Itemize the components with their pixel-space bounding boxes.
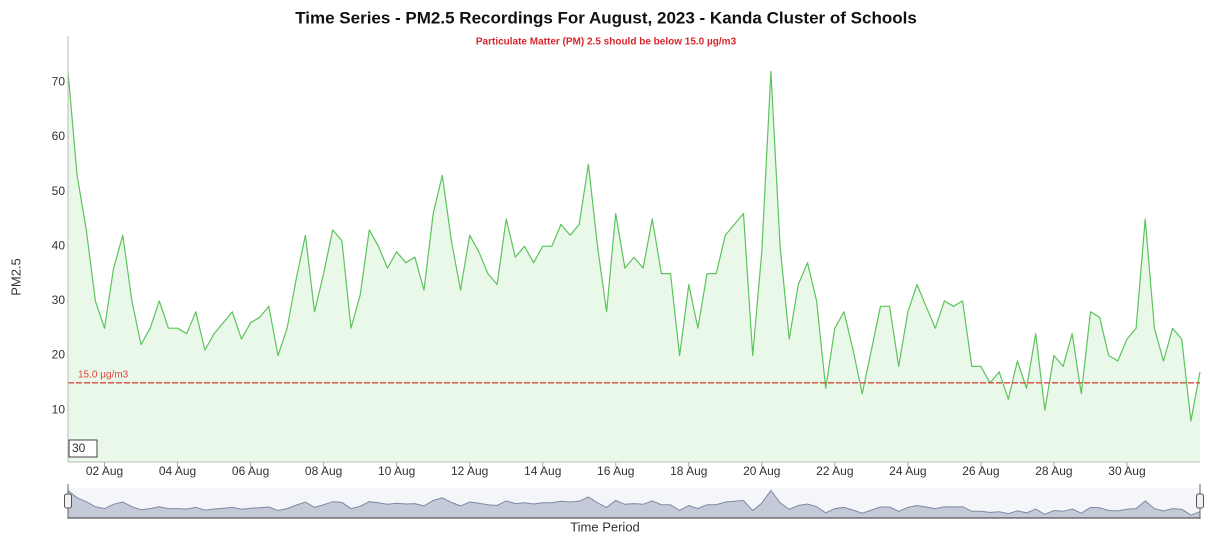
navigator-area [67,489,1201,519]
x-tick-label: 08 Aug [305,464,342,478]
y-axis-label: PM2.5 [8,258,23,296]
range-input-box[interactable] [68,439,98,458]
x-tick-label: 30 Aug [1108,464,1145,478]
x-tick-label: 16 Aug [597,464,634,478]
x-tick-label: 06 Aug [232,464,269,478]
x-axis-label: Time Period [570,519,640,534]
x-tick-label: 18 Aug [670,464,707,478]
x-tick-label: 28 Aug [1035,464,1072,478]
y-tick-label: 10 [52,402,66,416]
reference-label: 15.0 µg/m3 [78,369,129,380]
navigator-handle[interactable] [64,493,72,509]
y-tick-label: 70 [52,75,66,89]
area-fill [68,71,1200,462]
x-tick-label: 20 Aug [743,464,780,478]
x-tick-label: 04 Aug [159,464,196,478]
x-tick-label: 22 Aug [816,464,853,478]
data-line [67,70,1201,422]
y-tick-label: 30 [52,293,66,307]
chart-subtitle: Particulate Matter (PM) 2.5 should be be… [476,37,737,48]
x-tick-label: 10 Aug [378,464,415,478]
y-tick-label: 40 [52,238,66,252]
x-tick-label: 02 Aug [86,464,123,478]
x-tick-label: 12 Aug [451,464,488,478]
y-tick-label: 50 [52,184,66,198]
x-tick-label: 14 Aug [524,464,561,478]
y-tick-label: 20 [52,348,66,362]
y-tick-label: 60 [52,129,66,143]
x-tick-label: 24 Aug [889,464,926,478]
chart-title: Time Series - PM2.5 Recordings For Augus… [295,8,917,27]
range-input-value: 30 [72,441,86,455]
x-tick-label: 26 Aug [962,464,999,478]
navigator-handle[interactable] [1196,493,1204,509]
